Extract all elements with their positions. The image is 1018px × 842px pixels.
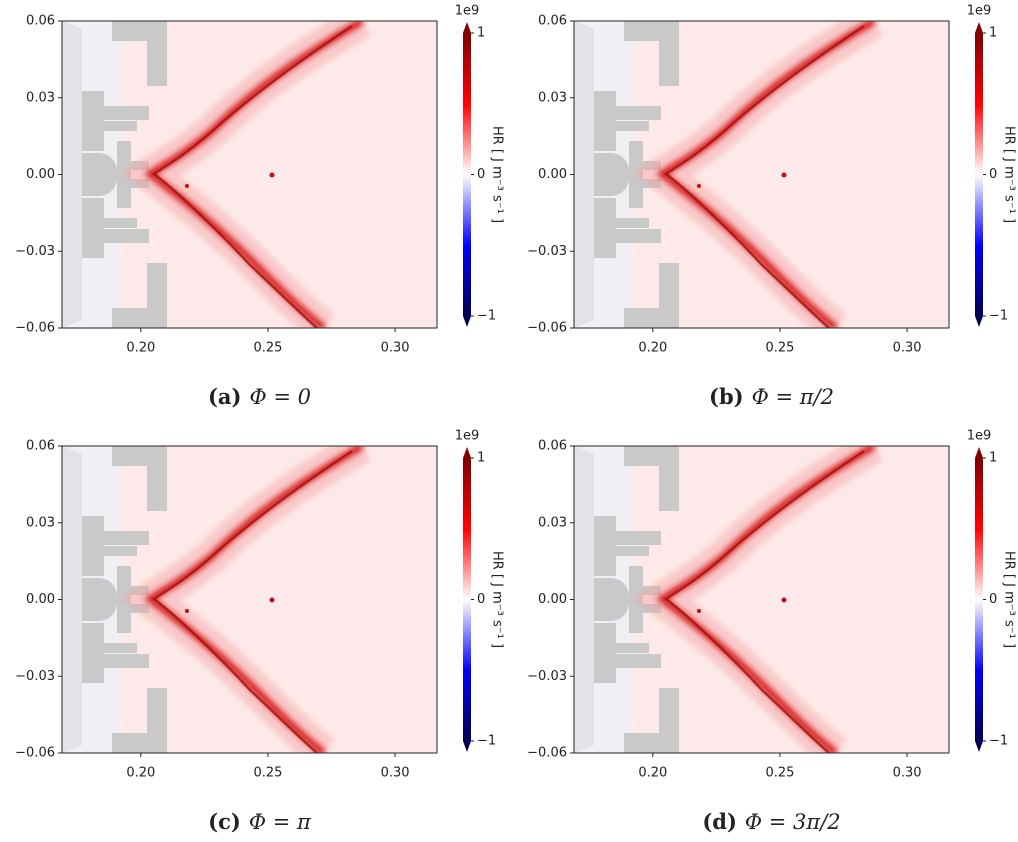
colorbar-tick-label: −1 — [989, 309, 1008, 324]
colorbar — [975, 458, 983, 741]
heat-field — [62, 446, 437, 753]
y-tick-label: −0.06 — [527, 321, 567, 336]
x-tick-label: 0.30 — [893, 341, 922, 356]
heat-field — [574, 21, 949, 328]
colorbar-offset: 1e9 — [455, 429, 480, 444]
colorbar — [975, 33, 983, 316]
colorbar-tick-label: −1 — [989, 734, 1008, 749]
y-tick-label: 0.00 — [26, 167, 55, 182]
colorbar-tick-label: −1 — [477, 734, 496, 749]
y-tick-label: 0.03 — [538, 90, 567, 105]
colorbar-label: HR [ J m⁻³ s⁻¹ ] — [490, 126, 505, 223]
caption: (c) Φ = π — [208, 809, 312, 834]
colorbar-label: HR [ J m⁻³ s⁻¹ ] — [490, 551, 505, 648]
caption-label: (c) — [208, 809, 241, 834]
x-tick-label: 0.25 — [765, 341, 794, 356]
colorbar-extend-bottom — [975, 316, 983, 327]
colorbar-extend-top — [463, 447, 471, 458]
x-tick-label: 0.30 — [381, 766, 410, 781]
caption: (b) Φ = π/2 — [709, 384, 834, 409]
colorbar-extend-bottom — [463, 316, 471, 327]
colorbar-tick-label: 0 — [989, 167, 997, 182]
heat-field — [574, 446, 949, 753]
colorbar — [463, 458, 471, 741]
colorbar-tick-label: 1 — [477, 451, 485, 466]
colorbar-extend-top — [975, 447, 983, 458]
x-tick-label: 0.25 — [253, 341, 282, 356]
colorbar-tick-label: 1 — [989, 451, 997, 466]
x-tick-label: 0.25 — [253, 766, 282, 781]
heat-field — [62, 21, 437, 328]
y-tick-label: −0.06 — [527, 746, 567, 761]
colorbar-label: HR [ J m⁻³ s⁻¹ ] — [1002, 551, 1017, 648]
x-tick-label: 0.20 — [638, 341, 667, 356]
y-tick-label: 0.00 — [538, 167, 567, 182]
y-tick-label: −0.06 — [15, 321, 55, 336]
colorbar-label: HR [ J m⁻³ s⁻¹ ] — [1002, 126, 1017, 223]
caption-text: Φ = π — [249, 810, 312, 834]
colorbar-tick-label: −1 — [477, 309, 496, 324]
colorbar-extend-top — [463, 22, 471, 33]
y-tick-label: 0.06 — [26, 439, 55, 454]
caption: (a) Φ = 0 — [208, 384, 311, 409]
y-tick-label: 0.06 — [538, 14, 567, 29]
caption-label: (a) — [208, 384, 241, 409]
y-tick-label: −0.03 — [15, 669, 55, 684]
colorbar-offset: 1e9 — [455, 4, 480, 19]
y-tick-label: −0.03 — [15, 244, 55, 259]
y-tick-label: −0.06 — [15, 746, 55, 761]
y-tick-label: 0.06 — [26, 14, 55, 29]
colorbar-tick-label: 1 — [989, 26, 997, 41]
y-tick-label: 0.03 — [26, 90, 55, 105]
colorbar-offset: 1e9 — [967, 429, 992, 444]
caption-text: Φ = π/2 — [752, 385, 834, 409]
colorbar-tick-label: 0 — [989, 592, 997, 607]
y-tick-label: −0.03 — [527, 669, 567, 684]
x-tick-label: 0.20 — [638, 766, 667, 781]
y-tick-label: 0.06 — [538, 439, 567, 454]
x-tick-label: 0.20 — [126, 766, 155, 781]
x-tick-label: 0.25 — [765, 766, 794, 781]
x-tick-label: 0.30 — [381, 341, 410, 356]
caption-text: Φ = 3π/2 — [745, 810, 841, 834]
x-tick-label: 0.20 — [126, 341, 155, 356]
y-tick-label: 0.03 — [538, 515, 567, 530]
colorbar-offset: 1e9 — [967, 4, 992, 19]
caption-label: (d) — [702, 809, 737, 834]
colorbar-extend-top — [975, 22, 983, 33]
y-tick-label: 0.03 — [26, 515, 55, 530]
y-tick-label: 0.00 — [538, 592, 567, 607]
caption-label: (b) — [709, 384, 744, 409]
x-tick-label: 0.30 — [893, 766, 922, 781]
y-tick-label: −0.03 — [527, 244, 567, 259]
colorbar-extend-bottom — [463, 741, 471, 752]
colorbar-tick-label: 1 — [477, 26, 485, 41]
colorbar-tick-label: 0 — [477, 592, 485, 607]
caption-text: Φ = 0 — [249, 385, 311, 409]
y-tick-label: 0.00 — [26, 592, 55, 607]
caption: (d) Φ = 3π/2 — [702, 809, 840, 834]
colorbar — [463, 33, 471, 316]
colorbar-extend-bottom — [975, 741, 983, 752]
colorbar-tick-label: 0 — [477, 167, 485, 182]
